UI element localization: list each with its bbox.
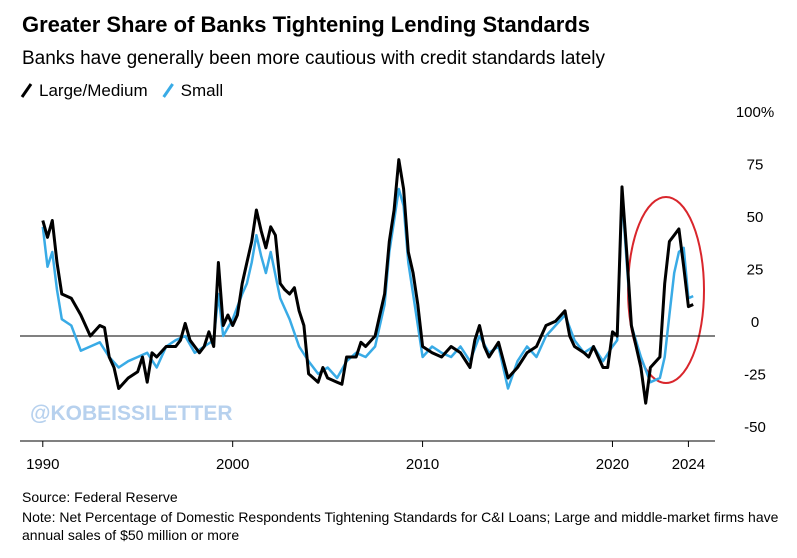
x-tick-label: 2000 [216,456,249,473]
source: Source: Federal Reserve [22,489,178,505]
y-tick-label: -50 [744,419,766,436]
x-tick-label: 2010 [406,456,439,473]
chart: Greater Share of Banks Tightening Lendin… [20,12,774,473]
y-tick-label: 0 [751,314,759,331]
watermark: @KOBEISSILETTER [30,402,233,425]
chart-subtitle: Banks have generally been more cautious … [22,48,605,69]
y-tick-label: -25 [744,367,766,384]
legend-swatch [162,83,174,98]
series-line [41,187,694,390]
y-tick-label: 25 [747,262,764,279]
chart-title: Greater Share of Banks Tightening Lendin… [22,12,590,37]
legend-swatch [20,83,33,98]
legend-label: Small [181,81,224,100]
note: Note: Net Percentage of Domestic Respond… [22,509,779,543]
y-tick-label: 100% [736,104,774,121]
x-tick-label: 2024 [672,456,705,473]
x-tick-label: 2020 [596,456,629,473]
legend-label: Large/Medium [39,81,148,100]
y-tick-label: 75 [747,157,764,174]
y-tick-label: 50 [747,209,764,226]
x-tick-label: 1990 [26,456,59,473]
series-line [41,158,694,405]
